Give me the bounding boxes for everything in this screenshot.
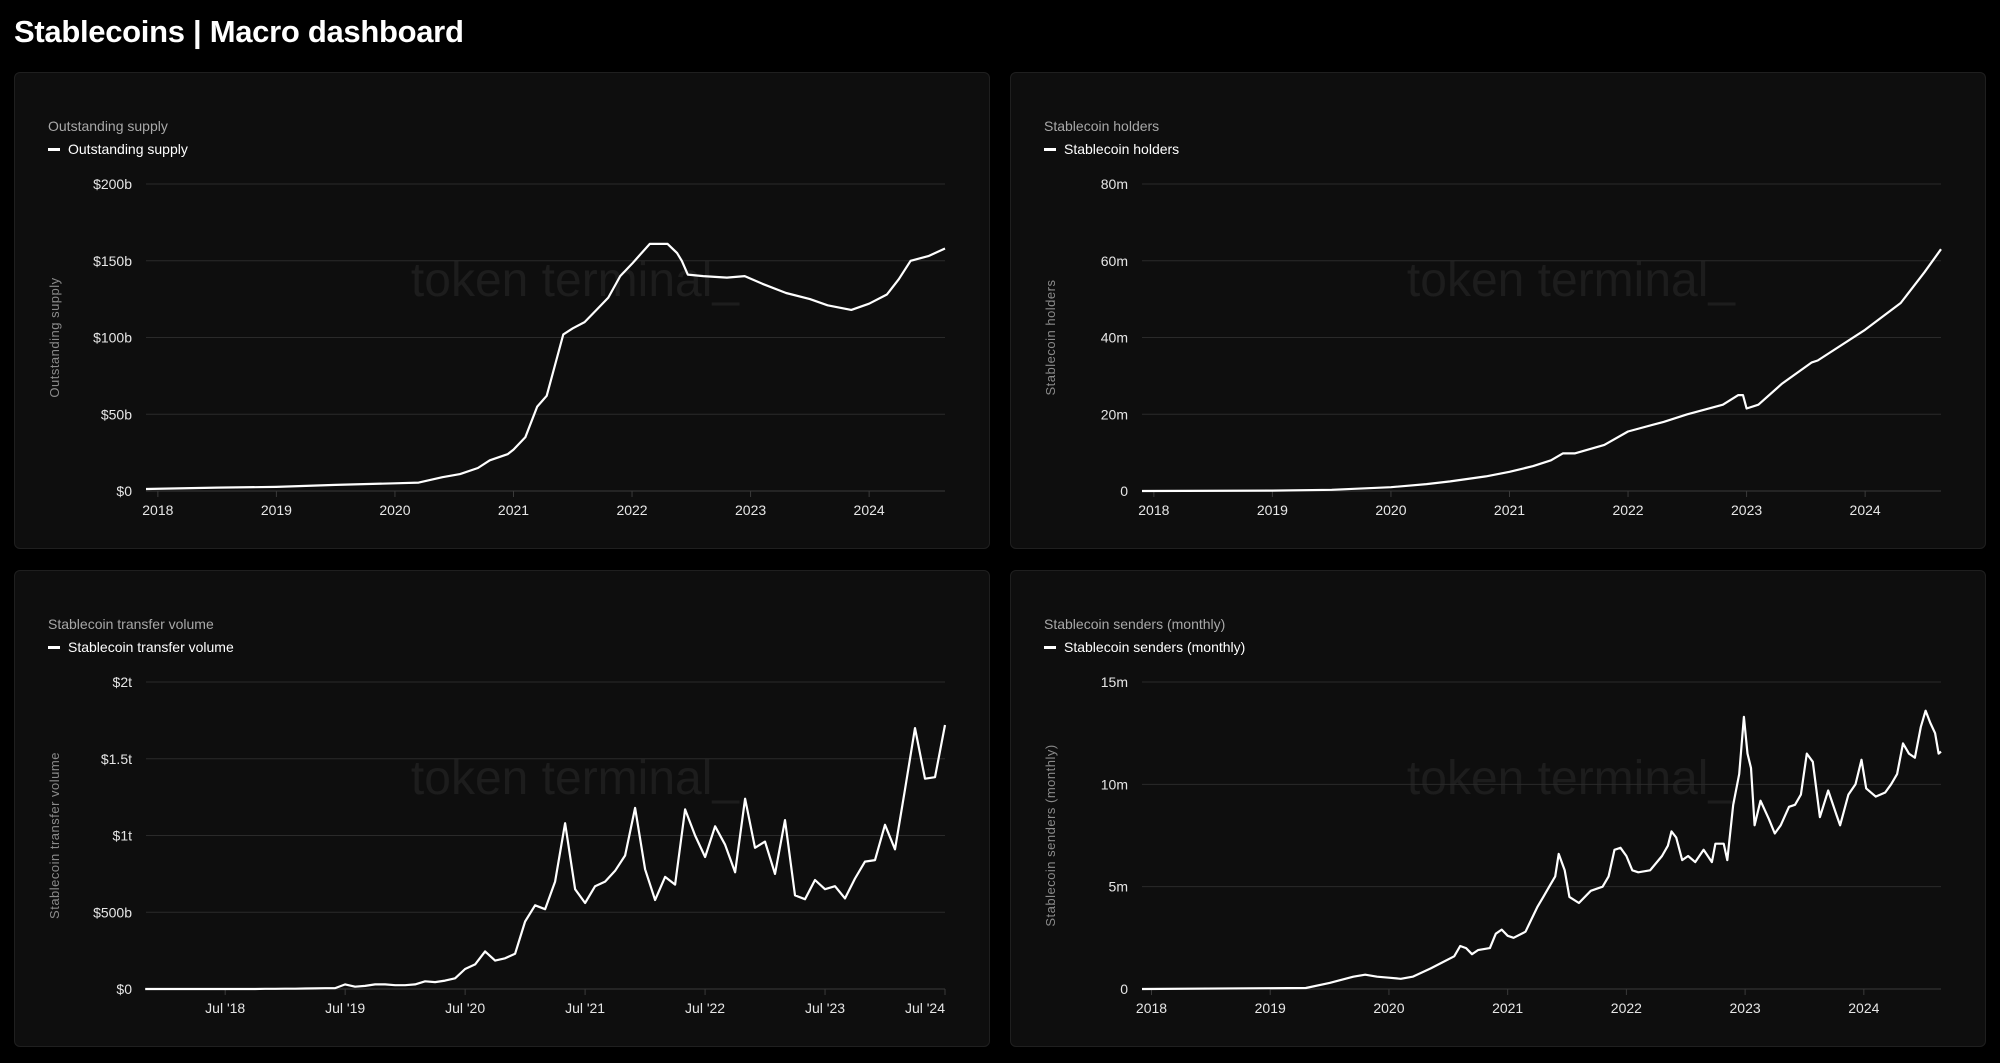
x-tick-label: 2024	[1848, 1000, 1879, 1016]
legend-item[interactable]: Outstanding supply	[48, 141, 188, 157]
chart-title: Stablecoin senders (monthly)	[1044, 616, 1226, 632]
x-tick-label: 2021	[1492, 1000, 1523, 1016]
y-tick-label: 0	[1120, 483, 1128, 499]
y-tick-label: $50b	[101, 406, 132, 422]
chart-svg: token terminal_ $0 $500b $1t $1.5t $2t Jul '18…	[47, 674, 947, 1016]
series-line	[1141, 248, 1942, 493]
chart-panel-outstanding-supply: Outstanding supply Outstanding supply to…	[14, 72, 990, 549]
legend-label: Outstanding supply	[68, 141, 188, 157]
y-tick-label: $2t	[113, 674, 133, 690]
watermark-logo: token terminal_	[411, 254, 740, 307]
legend-item[interactable]: Stablecoin senders (monthly)	[1044, 639, 1245, 655]
watermark-logo: token terminal_	[1407, 752, 1736, 805]
y-tick-label: 60m	[1101, 253, 1128, 269]
x-tick-label: 2020	[1373, 1000, 1404, 1016]
chart-title: Outstanding supply	[48, 118, 168, 134]
y-tick-label: 20m	[1101, 406, 1128, 422]
y-tick-label: $200b	[93, 176, 132, 192]
y-axis-label: Outstanding supply	[47, 277, 62, 397]
chart-svg: token terminal_ 0 5m 10m 15m 2018 2019 2020 2021…	[1043, 674, 1942, 1016]
watermark-logo: token terminal_	[1407, 254, 1736, 307]
x-tick-label: 2023	[1730, 1000, 1761, 1016]
x-tick-label: Jul '22	[685, 1000, 725, 1016]
x-tick-label: Jul '24	[905, 1000, 945, 1016]
chart-panel-stablecoin-holders: Stablecoin holders Stablecoin holders to…	[1010, 72, 1986, 549]
series-line	[145, 242, 946, 491]
legend-label: Stablecoin senders (monthly)	[1064, 639, 1246, 655]
legend-swatch	[1044, 645, 1056, 649]
y-tick-label: 15m	[1101, 674, 1128, 690]
y-tick-label: $500b	[93, 904, 132, 920]
chart-svg: token terminal_ 0 20m 40m 60m 80m 2018 2019 2020…	[1043, 176, 1942, 518]
x-tick-label: 2020	[379, 502, 410, 518]
y-tick-label: $1.5t	[101, 751, 132, 767]
watermark-logo: token terminal_	[411, 752, 740, 805]
y-axis-label: Stablecoin transfer volume	[47, 752, 62, 919]
x-tick-label: 2022	[1612, 502, 1643, 518]
chart-svg: token terminal_ $0 $50b $100b $150b $200b 2018…	[47, 176, 946, 518]
x-tick-label: 2020	[1375, 502, 1406, 518]
chart-title: Stablecoin transfer volume	[48, 616, 214, 632]
x-tick-label: 2024	[1850, 502, 1881, 518]
legend-item[interactable]: Stablecoin holders	[1044, 141, 1179, 157]
legend-swatch	[48, 147, 60, 151]
y-axis-label: Stablecoin senders (monthly)	[1043, 744, 1058, 926]
y-tick-label: 5m	[1109, 879, 1128, 895]
series-line	[145, 724, 947, 991]
y-tick-label: 40m	[1101, 330, 1128, 346]
x-tick-label: 2019	[1255, 1000, 1286, 1016]
series-line	[1141, 709, 1942, 991]
y-axis-label: Stablecoin holders	[1043, 280, 1058, 396]
x-tick-label: 2021	[1494, 502, 1525, 518]
legend-label: Stablecoin transfer volume	[68, 639, 234, 655]
x-tick-label: Jul '23	[805, 1000, 845, 1016]
legend-item[interactable]: Stablecoin transfer volume	[48, 639, 234, 655]
x-tick-label: 2018	[142, 502, 173, 518]
page-title: Stablecoins | Macro dashboard	[14, 14, 464, 49]
x-tick-label: 2021	[498, 502, 529, 518]
x-tick-label: 2022	[616, 502, 647, 518]
x-tick-label: 2019	[261, 502, 292, 518]
chart-title: Stablecoin holders	[1044, 118, 1160, 134]
x-tick-label: 2023	[1731, 502, 1762, 518]
y-tick-label: 0	[1120, 981, 1128, 997]
y-tick-label: $100b	[93, 330, 132, 346]
chart-panel-monthly-senders: Stablecoin senders (monthly) Stablecoin …	[1010, 570, 1986, 1047]
x-tick-label: Jul '20	[445, 1000, 485, 1016]
x-tick-label: Jul '19	[325, 1000, 365, 1016]
x-tick-label: 2018	[1136, 1000, 1167, 1016]
x-tick-label: 2023	[735, 502, 766, 518]
y-tick-label: $0	[116, 483, 132, 499]
legend-label: Stablecoin holders	[1064, 141, 1180, 157]
x-tick-label: Jul '18	[205, 1000, 245, 1016]
y-tick-label: 80m	[1101, 176, 1128, 192]
x-tick-label: 2019	[1257, 502, 1288, 518]
legend-swatch	[48, 645, 60, 649]
x-tick-label: 2022	[1611, 1000, 1642, 1016]
y-tick-label: $150b	[93, 253, 132, 269]
chart-panel-transfer-volume: Stablecoin transfer volume Stablecoin tr…	[14, 570, 990, 1047]
x-tick-label: 2024	[854, 502, 885, 518]
legend-swatch	[1044, 147, 1056, 151]
x-tick-label: Jul '21	[565, 1000, 605, 1016]
y-tick-label: 10m	[1101, 776, 1128, 792]
y-tick-label: $0	[116, 981, 132, 997]
y-tick-label: $1t	[113, 828, 133, 844]
x-tick-label: 2018	[1138, 502, 1169, 518]
